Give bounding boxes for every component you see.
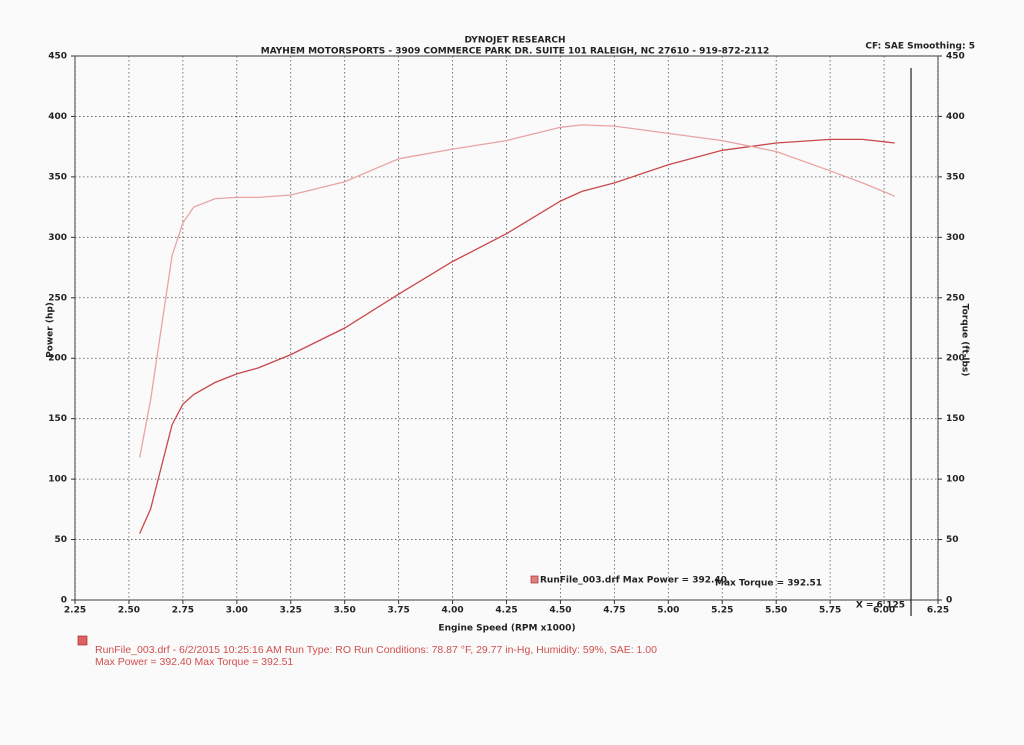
y-tick-label: 0 [61,596,67,606]
x-tick-label: 3.75 [388,606,410,616]
x-tick-label: 6.25 [927,606,949,616]
y-tick-label: 300 [48,233,67,243]
y-tick-label: 100 [48,475,67,485]
y2-axis-label: Torque (ft-lbs) [960,304,970,377]
x-tick-label: 2.75 [172,606,194,616]
y-tick-label: 50 [54,535,67,545]
footer-line: RunFile_003.drf - 6/2/2015 10:25:16 AM R… [95,644,657,656]
chart-title: DYNOJET RESEARCH [464,36,565,46]
legend-swatch [530,575,539,584]
x-tick-label: 6.00 [873,606,895,616]
data-line [139,138,895,534]
y2-tick-label: 200 [946,354,965,364]
y2-tick-label: 450 [946,52,965,62]
cursor-label: X = 6.125 [856,601,905,611]
x-tick-label: 5.25 [711,606,733,616]
y-axis-label: Power (hp) [46,302,56,358]
x-tick-label: 5.00 [657,606,679,616]
x-tick-label: 2.50 [118,606,140,616]
x-tick-label: 4.50 [549,606,571,616]
x-tick-label: 3.25 [280,606,302,616]
y-tick-label: 450 [48,52,67,62]
y2-tick-label: 250 [946,293,965,303]
y2-tick-label: 150 [946,414,965,424]
y2-tick-label: 50 [946,535,959,545]
y2-tick-label: 100 [946,475,965,485]
chart-subtitle: MAYHEM MOTORSPORTS - 3909 COMMERCE PARK … [261,47,770,57]
y-tick-label: 250 [48,293,67,303]
footer-swatch [77,635,88,646]
x-tick-label: 5.75 [819,606,841,616]
x-tick-label: 4.00 [441,606,463,616]
x-tick-label: 3.50 [334,606,356,616]
y-tick-label: 150 [48,414,67,424]
y2-tick-label: 400 [946,112,965,122]
legend-text: Max Torque = 392.51 [715,579,822,589]
y-tick-label: 400 [48,112,67,122]
data-line [139,124,896,458]
y2-tick-label: 300 [946,233,965,243]
x-tick-label: 2.25 [64,606,86,616]
y-tick-label: 350 [48,172,67,182]
x-axis-label: Engine Speed (RPM x1000) [438,624,575,634]
y2-tick-label: 350 [946,172,965,182]
settings-text: CF: SAE Smoothing: 5 [865,42,975,52]
x-tick-label: 5.50 [765,606,787,616]
x-tick-label: 4.25 [495,606,517,616]
y2-tick-label: 0 [946,596,952,606]
x-tick-label: 4.75 [603,606,625,616]
x-tick-label: 3.00 [226,606,248,616]
legend-text: RunFile_003.drf Max Power = 392.40 [540,576,727,586]
y-tick-label: 200 [48,354,67,364]
footer-line: Max Power = 392.40 Max Torque = 392.51 [95,656,293,668]
